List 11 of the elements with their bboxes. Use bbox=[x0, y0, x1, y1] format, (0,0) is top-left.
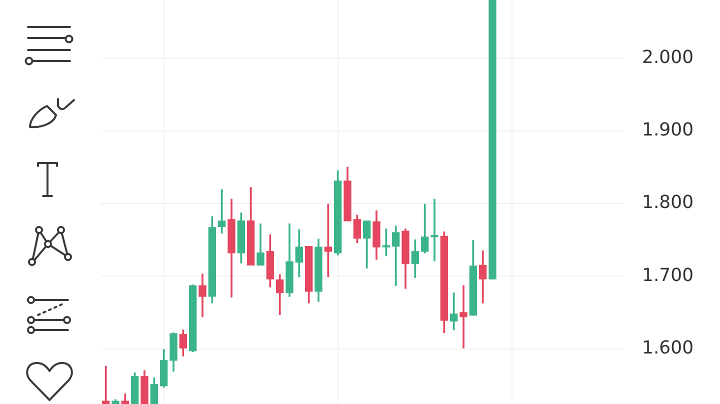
y-tick-label: 1.800 bbox=[642, 192, 694, 214]
y-tick-label: 2.000 bbox=[642, 46, 694, 68]
candlestick bbox=[102, 366, 110, 404]
candlestick bbox=[460, 285, 468, 348]
candlestick bbox=[430, 198, 438, 262]
candlestick bbox=[382, 228, 390, 256]
y-tick-label: 1.600 bbox=[642, 337, 694, 358]
y-tick-label: 1.900 bbox=[642, 119, 694, 140]
candlestick bbox=[324, 204, 332, 278]
y-tick-label: 1.700 bbox=[642, 264, 694, 286]
candlestick bbox=[218, 189, 226, 234]
